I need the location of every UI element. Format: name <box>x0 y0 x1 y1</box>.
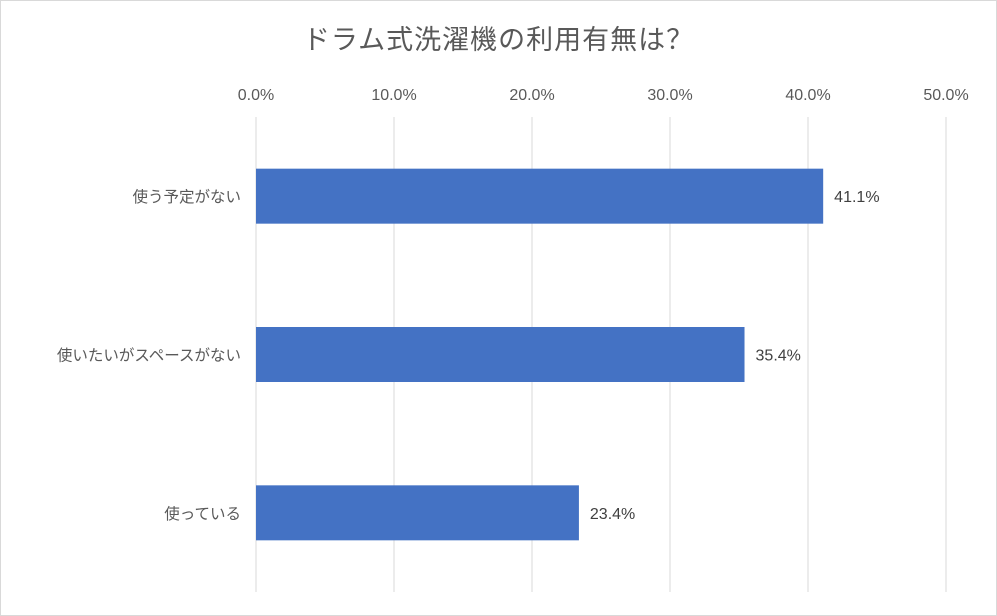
x-tick-label: 20.0% <box>509 87 554 104</box>
chart-title: ドラム式洗濯機の利用有無は？ <box>302 25 695 56</box>
category-label: 使いたいがスペースがない <box>57 347 241 365</box>
category-label: 使う予定がない <box>132 188 241 206</box>
x-tick-label: 40.0% <box>785 87 830 104</box>
category-label: 使っている <box>164 505 241 523</box>
x-tick-label: 0.0% <box>238 87 274 104</box>
bar <box>256 168 824 224</box>
bar <box>256 485 579 541</box>
data-label: 23.4% <box>590 506 635 523</box>
data-label: 41.1% <box>834 189 879 206</box>
x-tick-label: 10.0% <box>371 87 416 104</box>
data-label: 35.4% <box>756 348 801 365</box>
x-axis-ticks: 0.0% 10.0% 20.0% 30.0% 40.0% 50.0% <box>238 87 969 104</box>
bars <box>256 168 824 541</box>
bar <box>256 327 745 382</box>
x-tick-label: 50.0% <box>923 87 968 104</box>
x-tick-label: 30.0% <box>647 87 692 104</box>
data-labels: 41.1% 35.4% 23.4% <box>590 189 880 523</box>
